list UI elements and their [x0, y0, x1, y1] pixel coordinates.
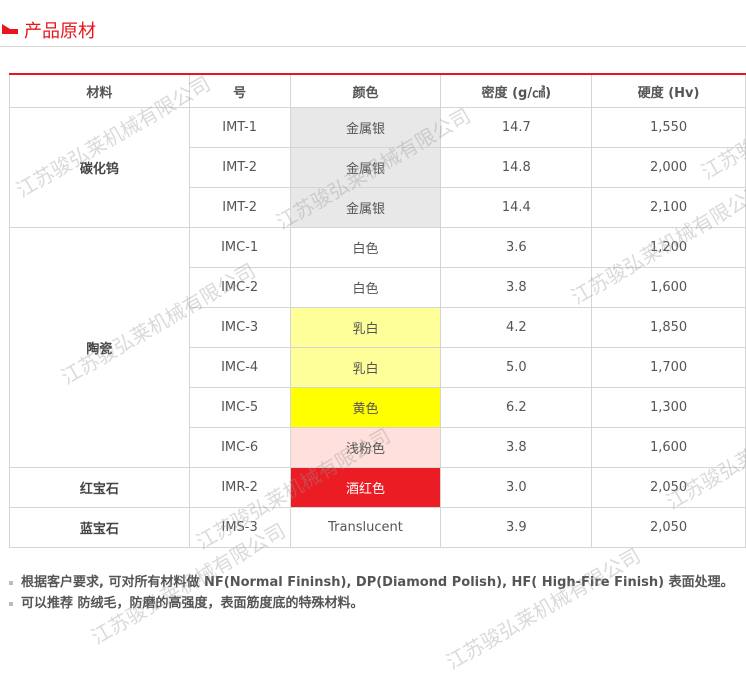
- table-row: 蓝宝石 IMS-3 Translucent 3.9 2,050: [9, 507, 746, 548]
- hardness-cell: 2,050: [591, 467, 746, 508]
- hardness-cell: 1,600: [591, 427, 746, 468]
- material-cell: 陶瓷: [9, 227, 190, 468]
- hardness-cell: 1,550: [591, 107, 746, 148]
- hardness-cell: 1,300: [591, 387, 746, 428]
- color-cell: 乳白: [289, 347, 442, 388]
- color-cell: Translucent: [289, 507, 442, 548]
- color-cell: 白色: [289, 227, 442, 268]
- code-cell: IMS-3: [188, 507, 291, 548]
- color-cell: 金属银: [289, 107, 442, 148]
- note-item: 可以推荐 防绒毛，防磨的高强度，表面筋度底的特殊材料。: [9, 593, 739, 614]
- color-cell: 酒红色: [289, 467, 442, 508]
- column-header: 硬度 (Hv): [591, 73, 746, 108]
- column-header: 颜色: [289, 73, 442, 108]
- code-cell: IMC-2: [188, 267, 291, 308]
- table-row: 陶瓷 IMC-1 白色 3.6 1,200: [9, 227, 746, 468]
- column-header: 材料: [9, 73, 190, 108]
- table-row: IMC-5 黄色 6.2 1,300: [10, 387, 746, 428]
- table-row: IMC-6 浅粉色 3.8 1,600: [10, 427, 746, 468]
- density-cell: 14.8: [440, 147, 593, 188]
- color-cell: 白色: [289, 267, 442, 308]
- code-cell: IMT-2: [188, 147, 291, 188]
- hardness-cell: 1,200: [591, 227, 746, 268]
- materials-table: 材料号颜色 密度 (g/㎤) 硬度 (Hv) 碳化钨 IMT-1 金属银 14.7 1,55…: [9, 73, 746, 548]
- table-row: IMT-2 金属银 14.4 2,100: [10, 187, 746, 228]
- hardness-cell: 2,000: [591, 147, 746, 188]
- color-cell: 金属银: [289, 147, 442, 188]
- color-cell: 黄色: [289, 387, 442, 428]
- table-row: IMC-4 乳白 5.0 1,700: [10, 347, 746, 388]
- code-cell: IMT-1: [188, 107, 291, 148]
- density-cell: 4.2: [440, 307, 593, 348]
- hardness-cell: 2,050: [591, 507, 746, 548]
- table-row: 红宝石 IMR-2 酒红色 3.0 2,050: [9, 467, 746, 508]
- density-cell: 3.6: [440, 227, 593, 268]
- column-header: 密度 (g/㎤): [440, 73, 593, 108]
- density-cell: 3.9: [440, 507, 593, 548]
- color-cell: 金属银: [289, 187, 442, 228]
- color-cell: 浅粉色: [289, 427, 442, 468]
- density-cell: 6.2: [440, 387, 593, 428]
- section-header: 产品原材: [0, 0, 746, 47]
- column-header: 号: [188, 73, 291, 108]
- code-cell: IMC-3: [188, 307, 291, 348]
- table-header-row: 材料号颜色 密度 (g/㎤) 硬度 (Hv): [9, 73, 746, 108]
- section-title: 产品原材: [24, 21, 96, 42]
- notes: 根据客户要求, 可对所有材料做 NF(Normal Fininsh), DP(D…: [9, 572, 739, 614]
- density-cell: 3.0: [440, 467, 593, 508]
- code-cell: IMC-1: [188, 227, 291, 268]
- code-cell: IMT-2: [188, 187, 291, 228]
- density-cell: 3.8: [440, 427, 593, 468]
- bullet-icon: [9, 580, 13, 585]
- density-cell: 14.7: [440, 107, 593, 148]
- table-row: 碳化钨 IMT-1 金属银 14.7 1,550: [9, 107, 746, 228]
- note-item: 根据客户要求, 可对所有材料做 NF(Normal Fininsh), DP(D…: [9, 572, 739, 593]
- material-cell: 蓝宝石: [9, 507, 190, 548]
- density-cell: 3.8: [440, 267, 593, 308]
- hardness-cell: 2,100: [591, 187, 746, 228]
- density-cell: 14.4: [440, 187, 593, 228]
- hardness-cell: 1,700: [591, 347, 746, 388]
- code-cell: IMC-4: [188, 347, 291, 388]
- code-cell: IMC-6: [188, 427, 291, 468]
- table-row: IMT-2 金属银 14.8 2,000: [10, 147, 746, 188]
- color-cell: 乳白: [289, 307, 442, 348]
- hardness-cell: 1,600: [591, 267, 746, 308]
- bullet-icon: [9, 601, 13, 606]
- hardness-cell: 1,850: [591, 307, 746, 348]
- code-cell: IMC-5: [188, 387, 291, 428]
- title-marker-base: [2, 29, 18, 34]
- density-cell: 5.0: [440, 347, 593, 388]
- material-cell: 红宝石: [9, 467, 190, 508]
- code-cell: IMR-2: [188, 467, 291, 508]
- material-cell: 碳化钨: [9, 107, 190, 228]
